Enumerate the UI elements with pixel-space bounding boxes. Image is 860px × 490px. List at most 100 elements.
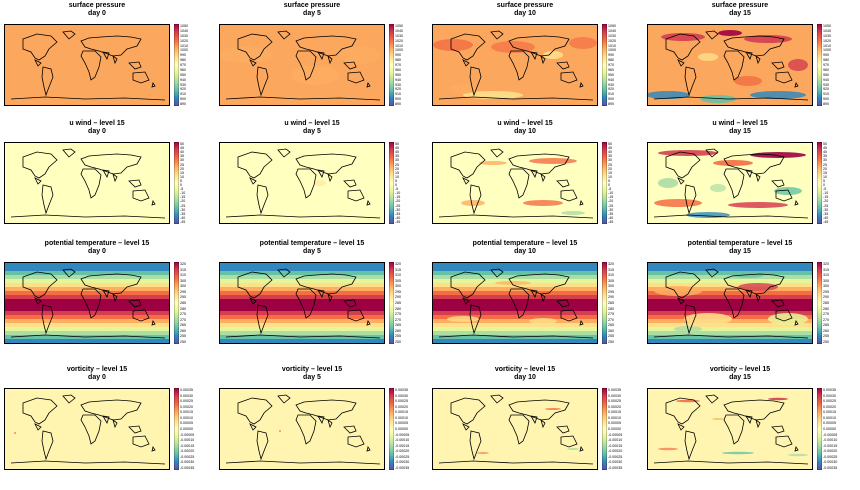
panel-vo-day3: vorticity – level 15 day 15 0.00035 0.00030… (645, 366, 855, 488)
colorbar-tick-label: -35 (823, 211, 829, 216)
coastline (723, 414, 745, 445)
colorbar-tick-label: 280 (608, 306, 614, 311)
panel-title: u wind – level 15 day 10 (430, 120, 620, 136)
coastline (80, 168, 102, 199)
colorbar-tick-label: 50 (823, 142, 827, 146)
coastline (256, 304, 269, 335)
coastline (317, 169, 325, 178)
panel-sp-day2: surface pressure day 10 1050 1040 1030 1020 10… (430, 2, 640, 124)
coastline (665, 271, 701, 299)
coastline (225, 214, 381, 219)
panel-title-day: day 0 (88, 128, 106, 135)
field-background (5, 143, 169, 223)
coastline (80, 288, 102, 319)
colorbar-tick-label: -0.00010 (395, 438, 410, 443)
colorbar-tick-label: 275 (608, 312, 614, 317)
colorbar-tick-label: 0.00015 (395, 410, 408, 415)
coastline (151, 200, 156, 206)
coastline (295, 399, 357, 421)
coastline (41, 66, 54, 97)
colorbar (602, 388, 607, 470)
colorbar-tick-label: -0.00035 (608, 466, 623, 470)
coastline (22, 151, 58, 179)
colorbar (174, 262, 179, 344)
colorbar-tick-label: -0.00035 (395, 466, 410, 470)
colorbar-tick-label: 0 (395, 183, 397, 188)
colorbar-tick-label: 270 (180, 317, 186, 322)
coastline (508, 50, 530, 81)
field-band (5, 275, 169, 279)
colorbar-tick-label: 1030 (823, 33, 831, 38)
colorbar-tick-label: 950 (823, 72, 829, 77)
field-anomaly (788, 453, 808, 457)
coastline (755, 418, 761, 429)
field-band (220, 271, 384, 275)
field-anomaly (461, 200, 485, 206)
colorbar-tick-label: 950 (180, 72, 186, 77)
colorbar-tick-label: 1050 (180, 24, 188, 28)
colorbar-gradient (174, 24, 179, 106)
field-anomaly (658, 178, 678, 188)
colorbar-tick-label: -0.00030 (395, 460, 410, 465)
coastline (450, 397, 486, 425)
colorbar-ticks: 50 45 40 35 30 25 20 15 10 5 0 -5 -10 -15 -20 -25 -30 -35… (823, 142, 857, 224)
coastline (347, 189, 365, 202)
colorbar-tick-label: 10 (180, 174, 184, 179)
field-band (5, 299, 169, 311)
field-anomaly (447, 316, 479, 322)
map-field (432, 262, 598, 344)
coastline (132, 189, 150, 202)
panel-u-day0: u wind – level 15 day 0 50 45 40 35 30 25 20 15 10… (2, 120, 212, 242)
colorbar-tick-label: 10 (608, 174, 612, 179)
coastline (677, 297, 685, 305)
field-band (433, 327, 597, 331)
coastline (10, 460, 166, 465)
coastline (775, 189, 793, 202)
field-band (433, 283, 597, 287)
field-band (648, 279, 812, 283)
panel-th-day2: potential temperature – level 15 day 10 32… (430, 240, 640, 362)
coastline (556, 425, 570, 434)
colorbar-tick-label: -0.00025 (180, 454, 195, 459)
colorbar-tick-label: 0.00020 (180, 404, 193, 409)
coastline (128, 179, 142, 188)
coastline (556, 61, 570, 70)
field-band (648, 327, 812, 331)
colorbar-tick-label: 910 (395, 92, 401, 97)
field-band (433, 291, 597, 295)
coastline (41, 430, 54, 461)
colorbar-gradient (389, 24, 394, 106)
colorbar-tick-label: 0.00005 (180, 421, 193, 426)
colorbar-tick-label: -45 (823, 220, 829, 224)
map-svg (5, 263, 169, 343)
panel-title: surface pressure day 15 (645, 2, 835, 18)
panel-title: surface pressure day 0 (2, 2, 192, 18)
colorbar-tick-label: 0 (180, 183, 182, 188)
colorbar-ticks: 320 315 310 305 300 295 290 285 280 275 270 265 260 2… (608, 262, 642, 344)
coastline (469, 184, 482, 215)
coastline (490, 148, 504, 158)
colorbar (174, 24, 179, 106)
coastline (438, 96, 594, 101)
coastline (277, 148, 291, 158)
coastline (556, 299, 570, 308)
coastline (775, 435, 793, 448)
colorbar-tick-label: -25 (823, 203, 829, 208)
colorbar-tick-label: 0.00000 (823, 427, 836, 431)
colorbar-gradient (817, 142, 822, 224)
coastline (249, 423, 257, 431)
coastline (343, 425, 357, 434)
colorbar-tick-label: 265 (823, 323, 829, 328)
panel-title-variable: potential temperature – level 15 (259, 240, 365, 247)
coastline (530, 289, 538, 298)
panel-u-day3: u wind – level 15 day 15 50 45 40 35 30 25 20 15 1… (645, 120, 855, 242)
coastline (540, 54, 546, 65)
coastline (343, 179, 357, 188)
map-svg (648, 143, 812, 223)
coastline (705, 394, 719, 404)
field-band (220, 275, 384, 279)
coastline (560, 189, 578, 202)
coastline (295, 414, 317, 445)
panel-th-day0: potential temperature – level 15 day 0 320… (2, 240, 212, 362)
field-band (220, 299, 384, 311)
